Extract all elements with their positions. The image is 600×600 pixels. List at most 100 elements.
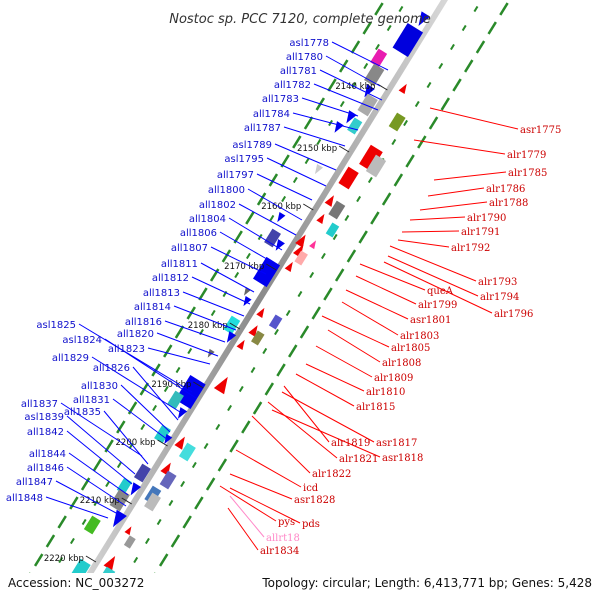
gene-label-all1814[interactable]: all1814 (134, 302, 171, 313)
track-dash (281, 195, 287, 203)
gene-label-alr1779[interactable]: alr1779 (507, 150, 546, 161)
gene-label-all1830[interactable]: all1830 (81, 381, 118, 392)
gene-label-alr1805[interactable]: alr1805 (391, 343, 430, 354)
gene-label-all1835[interactable]: all1835 (64, 407, 101, 418)
gene-label-all1837[interactable]: all1837 (21, 399, 58, 410)
track-dash (217, 458, 228, 472)
leader-line (319, 69, 383, 101)
leader-line (227, 507, 259, 551)
gene-label-all1812[interactable]: all1812 (152, 273, 189, 284)
gene-label-all1848[interactable]: all1848 (6, 493, 43, 504)
gene-label-all1783[interactable]: all1783 (262, 94, 299, 105)
track-dash (198, 287, 208, 301)
gene-label-asr1818[interactable]: asr1818 (382, 453, 423, 464)
gene-label-asl1839[interactable]: asl1839 (24, 412, 64, 423)
scale-tick (157, 439, 168, 447)
gene-label-pds[interactable]: pds (302, 519, 320, 530)
gene-label-all1811[interactable]: all1811 (161, 259, 198, 270)
gene-label-alr1792[interactable]: alr1792 (451, 243, 490, 254)
gene-label-alr1808[interactable]: alr1808 (382, 358, 421, 369)
gene-box (268, 314, 283, 330)
gene-label-all1782[interactable]: all1782 (274, 80, 311, 91)
gene-box (251, 330, 265, 346)
gene-label-all1806[interactable]: all1806 (180, 228, 217, 239)
gene-label-alr1822[interactable]: alr1822 (312, 469, 351, 480)
gene-label-queA[interactable]: queA (427, 286, 454, 297)
gene-label-alr1799[interactable]: alr1799 (418, 300, 457, 311)
track-dash (381, 192, 392, 206)
track-dash (80, 477, 91, 491)
gene-label-all1846[interactable]: all1846 (27, 463, 64, 474)
gene-label-all1800[interactable]: all1800 (208, 185, 245, 196)
gene-label-alr1790[interactable]: alr1790 (467, 213, 506, 224)
gene-label-all1826[interactable]: all1826 (93, 363, 130, 374)
track-dash (139, 382, 150, 396)
gene-label-alr1793[interactable]: alr1793 (478, 277, 517, 288)
leader-line (247, 188, 303, 221)
gene-label-all1781[interactable]: all1781 (280, 66, 317, 77)
gene-label-asr1828[interactable]: asr1828 (294, 495, 335, 506)
gene-label-alr1785[interactable]: alr1785 (508, 168, 547, 179)
gene-label-all1804[interactable]: all1804 (189, 214, 226, 225)
track-dash (285, 309, 291, 317)
genome-axis (70, 0, 448, 600)
gene-label-all1829[interactable]: all1829 (52, 353, 89, 364)
gene-box (338, 166, 359, 190)
gene-label-asr1775[interactable]: asr1775 (520, 125, 561, 136)
gene-label-alr1809[interactable]: alr1809 (374, 373, 413, 384)
gene-label-alr1791[interactable]: alr1791 (461, 227, 500, 238)
leader-line (68, 452, 129, 496)
leader-line (164, 320, 226, 343)
gene-label-icd[interactable]: icd (303, 483, 319, 494)
gene-label-all1847[interactable]: all1847 (16, 477, 53, 488)
gene-label-alr1810[interactable]: alr1810 (366, 387, 405, 398)
gene-label-all1813[interactable]: all1813 (143, 288, 180, 299)
track-dash (229, 439, 239, 453)
gene-label-alr1834[interactable]: alr1834 (260, 546, 299, 557)
track-dash (241, 420, 251, 434)
track-dash (374, 2, 384, 16)
gene-label-all1820[interactable]: all1820 (117, 329, 154, 340)
scale-label: 2170 kbp (224, 262, 264, 272)
gene-label-allrt18[interactable]: allrt18 (266, 533, 300, 544)
gene-label-alr1788[interactable]: alr1788 (489, 198, 528, 209)
gene-label-all1842[interactable]: all1842 (27, 427, 64, 438)
gene-label-all1844[interactable]: all1844 (29, 449, 66, 460)
gene-label-asl1824[interactable]: asl1824 (62, 335, 102, 346)
gene-label-all1780[interactable]: all1780 (286, 52, 323, 63)
gene-label-all1831[interactable]: all1831 (73, 395, 110, 406)
gene-label-pys[interactable]: pys (278, 517, 295, 528)
gene-label-alr1796[interactable]: alr1796 (494, 309, 533, 320)
gene-label-alr1786[interactable]: alr1786 (486, 184, 525, 195)
gene-label-all1797[interactable]: all1797 (217, 170, 254, 181)
leader-line (341, 301, 399, 336)
leader-line (147, 347, 211, 365)
gene-label-alr1821[interactable]: alr1821 (339, 454, 378, 465)
leader-line (103, 410, 149, 465)
track-dash (81, 518, 87, 526)
gene-label-all1802[interactable]: all1802 (199, 200, 236, 211)
gene-label-all1784[interactable]: all1784 (253, 109, 290, 120)
gene-label-asr1801[interactable]: asr1801 (410, 315, 451, 326)
gene-label-asl1778[interactable]: asl1778 (289, 38, 329, 49)
track-dash (316, 138, 322, 146)
gene-box (159, 470, 177, 490)
track-dash (69, 496, 79, 510)
track-dash (344, 214, 350, 222)
gene-label-all1787[interactable]: all1787 (244, 123, 281, 134)
gene-label-asl1789[interactable]: asl1789 (232, 140, 272, 151)
gene-label-alr1803[interactable]: alr1803 (400, 331, 439, 342)
gene-label-asr1817[interactable]: asr1817 (376, 438, 417, 449)
gene-label-all1823[interactable]: all1823 (108, 344, 145, 355)
gene-label-all1816[interactable]: all1816 (125, 317, 162, 328)
leader-line (271, 409, 381, 458)
gene-arrow (103, 556, 116, 571)
gene-label-asl1795[interactable]: asl1795 (224, 154, 264, 165)
gene-label-alr1794[interactable]: alr1794 (480, 292, 519, 303)
gene-label-all1807[interactable]: all1807 (171, 243, 208, 254)
gene-label-alr1815[interactable]: alr1815 (356, 402, 395, 413)
gene-arrow (284, 261, 293, 273)
gene-label-alr1819[interactable]: alr1819 (331, 438, 370, 449)
gene-label-asl1825[interactable]: asl1825 (36, 320, 76, 331)
track-dash (303, 116, 314, 130)
